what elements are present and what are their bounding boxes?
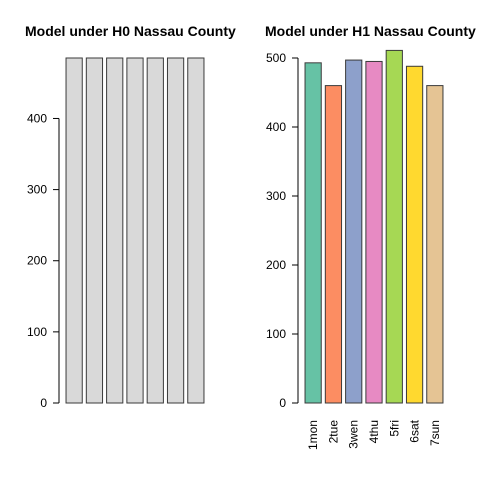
bar-3wen — [106, 57, 124, 404]
y-tick-label: 0 — [40, 396, 47, 410]
y-tick-label: 300 — [266, 189, 286, 203]
y-tick-label: 100 — [266, 327, 286, 341]
bar-3wen — [345, 59, 363, 404]
y-tick-label: 400 — [266, 120, 286, 134]
bar-6sat — [405, 65, 424, 404]
y-tick-label: 200 — [266, 258, 286, 272]
y-tick-label: 200 — [27, 254, 47, 268]
bar-4thu — [365, 60, 383, 404]
y-tick-label: 100 — [27, 325, 47, 339]
y-tick-label: 500 — [266, 51, 286, 65]
bar-1mon — [304, 62, 322, 404]
y-tick-label: 400 — [27, 111, 47, 125]
bar-5fri — [385, 49, 403, 404]
bar-5fri — [146, 57, 164, 404]
x-tick-label: 7sun — [428, 420, 442, 446]
bar-7sun — [187, 57, 205, 404]
y-tick-label: 0 — [279, 396, 286, 410]
bar-4thu — [126, 57, 144, 404]
chart-title-h1: Model under H1 Nassau County — [265, 23, 476, 39]
bar-7sun — [426, 85, 444, 404]
chart-panel-h0: Model under H0 Nassau County 0 100 200 300 4… — [25, 23, 236, 410]
bar-6sat — [166, 57, 185, 404]
x-tick-label: 3wen — [347, 420, 361, 449]
chart-title-h0: Model under H0 Nassau County — [25, 23, 236, 39]
bar-1mon — [65, 57, 83, 404]
x-tick-label: 6sat — [408, 419, 422, 442]
x-tick-label: 4thu — [367, 420, 381, 443]
x-tick-label: 5fri — [387, 420, 401, 437]
bar-2tue — [85, 57, 104, 404]
bar-2tue — [324, 85, 343, 404]
x-tick-label: 2tue — [326, 420, 340, 444]
x-tick-label: 1mon — [306, 420, 320, 450]
y-tick-label: 300 — [27, 183, 47, 197]
chart-panel-h1: Model under H1 Nassau County 0 100 200 300 4… — [265, 23, 476, 450]
